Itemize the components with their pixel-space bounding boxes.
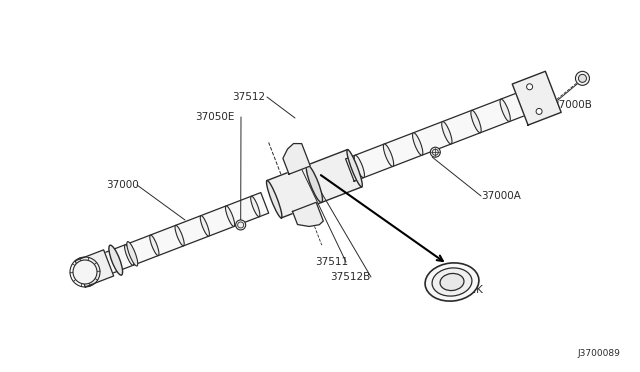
Text: 37512B: 37512B bbox=[330, 272, 371, 282]
Polygon shape bbox=[90, 193, 269, 279]
Ellipse shape bbox=[266, 180, 282, 218]
Text: J3700089: J3700089 bbox=[577, 349, 620, 358]
Ellipse shape bbox=[500, 99, 510, 122]
Ellipse shape bbox=[354, 155, 364, 178]
Polygon shape bbox=[283, 144, 310, 174]
Polygon shape bbox=[76, 250, 114, 287]
Circle shape bbox=[73, 260, 97, 284]
Text: 37511: 37511 bbox=[315, 257, 348, 267]
Ellipse shape bbox=[347, 150, 362, 187]
Ellipse shape bbox=[127, 242, 138, 266]
Ellipse shape bbox=[125, 245, 134, 265]
Circle shape bbox=[527, 84, 532, 90]
Circle shape bbox=[536, 108, 542, 115]
Ellipse shape bbox=[413, 133, 423, 155]
Ellipse shape bbox=[99, 254, 109, 275]
Ellipse shape bbox=[425, 263, 479, 301]
Text: 37512: 37512 bbox=[232, 92, 265, 102]
Ellipse shape bbox=[175, 225, 184, 246]
Text: 37000A: 37000A bbox=[481, 191, 521, 201]
Polygon shape bbox=[346, 84, 548, 181]
Ellipse shape bbox=[251, 196, 260, 217]
Ellipse shape bbox=[307, 165, 323, 202]
Ellipse shape bbox=[109, 245, 123, 275]
Polygon shape bbox=[267, 150, 362, 218]
Ellipse shape bbox=[383, 144, 394, 166]
Text: 37050E: 37050E bbox=[195, 112, 234, 122]
Circle shape bbox=[575, 71, 589, 85]
Ellipse shape bbox=[440, 273, 464, 291]
Ellipse shape bbox=[471, 110, 481, 133]
Polygon shape bbox=[512, 71, 561, 125]
Circle shape bbox=[579, 74, 586, 82]
Ellipse shape bbox=[150, 235, 159, 256]
Ellipse shape bbox=[529, 88, 540, 110]
Text: 37000B: 37000B bbox=[552, 100, 592, 110]
Polygon shape bbox=[292, 202, 323, 227]
Ellipse shape bbox=[432, 268, 472, 296]
Circle shape bbox=[430, 147, 440, 157]
Text: 37521K: 37521K bbox=[443, 285, 483, 295]
Ellipse shape bbox=[442, 122, 452, 144]
Circle shape bbox=[432, 149, 438, 155]
Ellipse shape bbox=[225, 206, 235, 227]
Text: 37000: 37000 bbox=[106, 180, 139, 190]
Circle shape bbox=[236, 220, 246, 230]
Ellipse shape bbox=[200, 216, 209, 236]
